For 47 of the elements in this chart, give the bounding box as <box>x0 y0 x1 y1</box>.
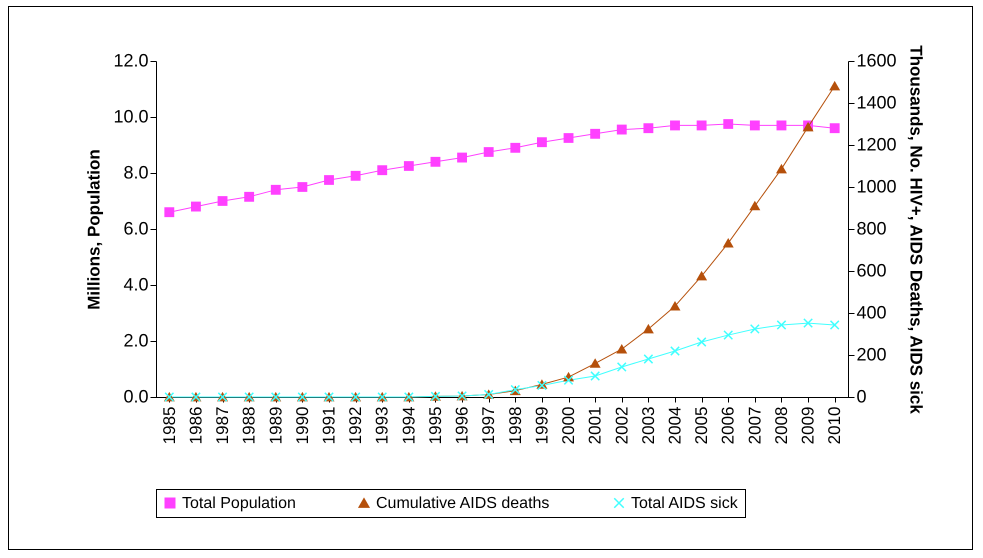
x-tick-label: 2008 <box>772 406 791 444</box>
x-tick-label: 2000 <box>559 406 578 444</box>
x-tick-label: 1989 <box>266 406 286 444</box>
x-tick-label: 2005 <box>692 406 712 444</box>
y-tick-label: 6.0 <box>123 218 148 238</box>
y2-tick-label: 1600 <box>856 50 897 70</box>
y-tick-label: 2.0 <box>123 330 148 350</box>
y2-tick-label: 200 <box>856 344 887 364</box>
x-tick-label: 2002 <box>612 406 632 444</box>
y-axis-title: Millions, Population <box>84 149 104 310</box>
x-tick-label: 1985 <box>160 406 179 444</box>
y2-tick-label: 600 <box>856 260 887 280</box>
y2-tick-label: 400 <box>856 302 887 322</box>
x-tick-label: 2004 <box>666 406 684 444</box>
x-tick-label: 2007 <box>745 406 764 444</box>
x-tick-label: 2001 <box>586 406 605 444</box>
x-tick-label: 1990 <box>292 406 312 444</box>
x-tick-label: 1987 <box>213 406 232 444</box>
y-tick-label: 4.0 <box>123 274 148 294</box>
x-tick-label: 1988 <box>240 406 259 444</box>
x-tick-label: 1999 <box>532 406 552 444</box>
y2-tick-label: 1400 <box>856 92 897 112</box>
y2-tick-label: 800 <box>856 218 887 238</box>
y2-tick-label: 1000 <box>856 176 897 196</box>
y-tick-label: 8.0 <box>123 162 148 182</box>
y-tick-label: 12.0 <box>113 50 148 70</box>
x-tick-label: 2009 <box>798 406 818 444</box>
y2-tick-label: 1200 <box>856 134 897 154</box>
x-tick-label: 1998 <box>506 406 525 444</box>
y2-axis-title: Thousands, No. HIV+, AIDS Deaths, AIDS sick <box>906 45 926 414</box>
y-tick-label: 10.0 <box>113 106 148 126</box>
x-tick-label: 1992 <box>346 406 366 444</box>
x-tick-label: 1997 <box>479 406 498 444</box>
x-tick-label: 1996 <box>452 406 472 444</box>
x-tick-label: 2010 <box>825 406 844 444</box>
x-tick-label: 1994 <box>399 406 418 444</box>
x-tick-label: 2003 <box>638 406 658 444</box>
legend-label: Total AIDS sick <box>631 495 739 512</box>
y2-tick-label: 0 <box>856 386 867 406</box>
x-tick-label: 1993 <box>372 406 392 444</box>
x-tick-label: 1995 <box>426 406 445 444</box>
x-tick-label: 2006 <box>718 406 738 444</box>
y-tick-label: 0.0 <box>123 386 148 406</box>
x-tick-label: 1986 <box>186 406 206 444</box>
x-tick-label: 1991 <box>320 406 338 444</box>
legend-label: Total Population <box>182 495 296 512</box>
legend-label: Cumulative AIDS deaths <box>376 495 550 512</box>
